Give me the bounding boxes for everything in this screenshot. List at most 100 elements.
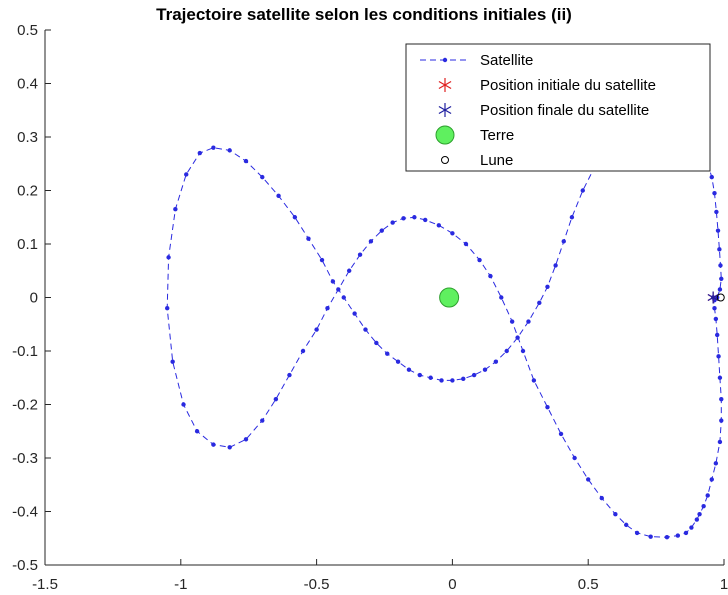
satellite-point: [374, 340, 379, 346]
satellite-point: [227, 445, 232, 450]
x-tick-label: -1.5: [32, 576, 58, 593]
x-tick-label: 1: [720, 576, 728, 593]
y-tick-label: -0.2: [12, 397, 38, 414]
satellite-point: [705, 493, 710, 498]
satellite-point: [709, 477, 714, 482]
star-stroke: [438, 80, 452, 90]
satellite-point: [482, 367, 488, 372]
satellite-point: [363, 327, 368, 332]
satellite-point: [181, 402, 186, 407]
satellite-point: [499, 295, 504, 300]
satellite-point: [718, 263, 723, 268]
satellite-point: [694, 517, 700, 522]
satellite-point: [276, 193, 281, 199]
satellite-point: [634, 530, 640, 536]
satellite-point: [227, 148, 232, 153]
satellite-point: [648, 534, 653, 539]
satellite-point: [717, 439, 723, 445]
x-tick-label: -0.5: [304, 576, 330, 593]
satellite-point: [357, 252, 363, 257]
satellite-point: [709, 174, 714, 180]
satellite-point: [545, 404, 550, 410]
legend-label: Position initiale du satellite: [480, 77, 656, 94]
satellite-point: [243, 437, 249, 442]
satellite-point: [412, 215, 417, 220]
satellite-point: [184, 172, 189, 177]
satellite-point: [423, 217, 428, 223]
satellite-point: [715, 228, 721, 233]
satellite-point: [714, 209, 719, 215]
satellite-point: [689, 525, 694, 530]
legend-box: [405, 43, 711, 172]
satellite-point: [463, 241, 469, 247]
satellite-point: [406, 367, 412, 372]
satellite-point: [417, 372, 423, 378]
legend-earth-circle: [435, 125, 455, 145]
satellite-point: [211, 145, 216, 150]
satellite-point: [477, 257, 482, 263]
satellite-point: [713, 316, 719, 322]
satellite-point: [385, 351, 390, 356]
satellite-point: [531, 378, 537, 383]
satellite-point: [701, 503, 706, 509]
legend: Satellite Position initiale du satellite P…: [405, 43, 711, 172]
satellite-point: [515, 335, 520, 340]
satellite-point: [461, 376, 466, 382]
satellite-point: [194, 429, 200, 434]
x-tick-label: -1: [174, 576, 187, 593]
satellite-point: [520, 348, 526, 354]
satellite-point: [319, 257, 325, 263]
satellite-point: [717, 287, 723, 292]
satellite-point: [586, 477, 591, 482]
legend-label: Satellite: [480, 52, 533, 69]
satellite-point: [558, 431, 564, 437]
y-tick-label: 0: [30, 290, 38, 307]
satellite-point: [450, 378, 455, 383]
legend-satellite-dot: [442, 57, 448, 63]
satellite-point: [712, 306, 717, 311]
satellite-point: [170, 359, 175, 364]
satellite-point: [368, 239, 374, 244]
satellite-point: [428, 375, 433, 380]
satellite-point: [173, 207, 178, 212]
satellite-point: [553, 263, 558, 268]
satellite-point: [450, 231, 455, 236]
legend-label: Position finale du satellite: [480, 102, 649, 119]
satellite-point: [436, 223, 442, 228]
satellite-point: [330, 279, 336, 284]
satellite-point: [352, 311, 357, 316]
satellite-point: [395, 359, 401, 364]
satellite-point: [336, 287, 341, 292]
satellite-point: [471, 372, 477, 378]
y-tick-label: 0.1: [17, 236, 38, 253]
satellite-point: [580, 188, 585, 193]
satellite-point: [390, 220, 395, 225]
satellite-point: [561, 239, 566, 244]
satellite-point: [306, 236, 311, 241]
axes: -1.5 -1 -0.5 0 0.5 1 0.5 0.4 0.3 0.2 0.1 0 -0.1 -0.2 -…: [12, 22, 728, 593]
y-tick-label: -0.4: [12, 504, 38, 521]
satellite-point: [664, 534, 670, 540]
satellite-point: [439, 378, 444, 383]
legend-label: Terre: [480, 127, 514, 144]
satellite-point: [292, 215, 298, 220]
x-tick-label: 0: [448, 576, 456, 593]
satellite-point: [613, 511, 618, 517]
satellite-point: [683, 530, 689, 536]
satellite-point: [314, 327, 319, 332]
satellite-point: [488, 273, 493, 279]
y-tick-label: -0.3: [12, 450, 38, 467]
satellite-point: [569, 215, 575, 220]
earth-marker: [439, 287, 460, 308]
star-stroke: [707, 293, 719, 302]
satellite-point: [260, 174, 265, 180]
satellite-point: [572, 455, 577, 461]
satellite-point: [287, 372, 292, 378]
satellite-point: [379, 228, 384, 233]
satellite-point: [719, 396, 724, 402]
y-tick-label: 0.2: [17, 183, 38, 200]
satellite-point: [341, 295, 346, 300]
satellite-point: [716, 354, 721, 359]
satellite-point: [325, 306, 330, 311]
